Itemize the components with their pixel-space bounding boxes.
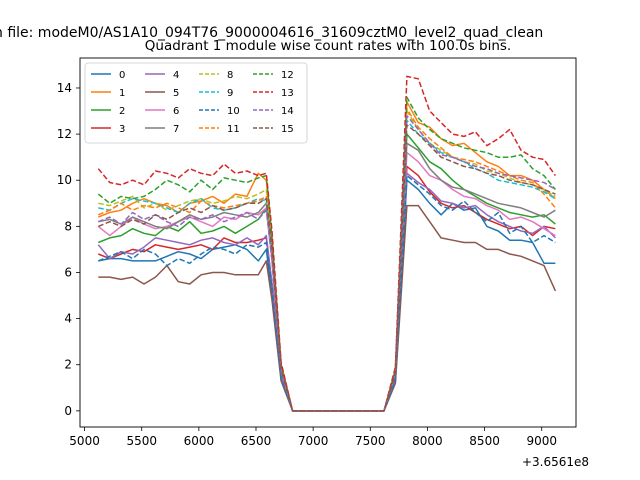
x-tick-label: 5500 [126,434,157,448]
legend-label-15: 15 [281,124,294,135]
x-tick-label: 5000 [69,434,100,448]
x-offset-label: +3.6561e8 [522,455,589,469]
legend-label-4: 4 [173,70,179,81]
legend-label-9: 9 [227,88,233,99]
x-tick-label: 6500 [241,434,272,448]
legend-label-1: 1 [119,88,125,99]
legend-label-10: 10 [227,106,240,117]
y-tick-label: 10 [57,173,72,187]
x-tick-label: 7500 [355,434,386,448]
series-line-5 [98,204,557,412]
tick-layer: 5000 5500 6000 6500 7000 7500 8000 8500 9000 0 2 4 6… [57,81,557,448]
legend-label-6: 6 [173,106,179,117]
legend-frame [84,62,308,144]
y-tick-label: 2 [64,358,72,372]
legend-label-8: 8 [227,70,233,81]
plot-frame [79,57,577,428]
x-tick-label: 6000 [184,434,215,448]
figure-suptitle: h file: modeM0/AS1A10_094T76_9000004616_… [0,25,543,41]
y-tick-label: 0 [64,404,72,418]
legend-label-0: 0 [119,70,125,81]
legend-label-3: 3 [119,124,125,135]
legend-label-13: 13 [281,88,294,99]
legend-label-12: 12 [281,70,294,81]
legend-label-14: 14 [281,106,294,117]
series-line-14 [98,114,556,412]
x-tick-label: 9000 [526,434,557,448]
x-tick-label: 8000 [412,434,443,448]
y-tick-label: 6 [64,265,72,279]
y-tick-label: 12 [57,127,72,141]
series-line-10 [98,174,556,412]
x-tick-label: 8500 [469,434,500,448]
chart-title: Quadrant 1 module wise count rates with … [145,38,511,54]
y-tick-label: 14 [57,81,72,95]
legend-label-5: 5 [173,88,179,99]
series-line-15 [98,124,556,412]
y-tick-label: 4 [64,312,72,326]
legend-label-7: 7 [173,124,179,135]
legend-label-2: 2 [119,106,125,117]
series-layer [97,75,557,412]
y-tick-label: 8 [64,219,72,233]
x-tick-label: 7000 [298,434,329,448]
legend-label-11: 11 [227,124,240,135]
